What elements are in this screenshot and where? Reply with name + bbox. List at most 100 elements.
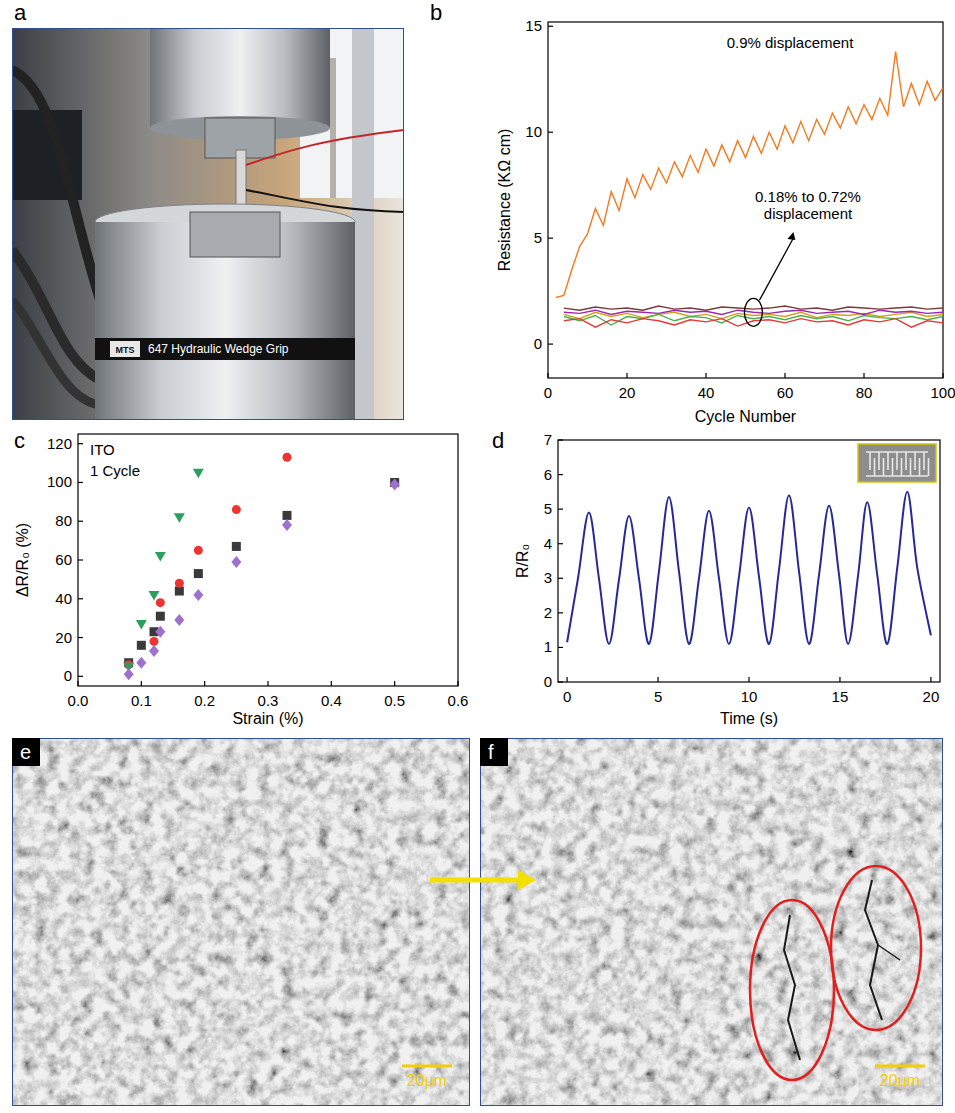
x-tick: [204, 681, 205, 686]
inset-electrode: [866, 452, 929, 476]
callout-arrow: [759, 238, 793, 300]
scatter-point: [136, 620, 147, 630]
scale-bar: [402, 1065, 452, 1068]
y-tick-label: 5: [544, 500, 552, 517]
x-tick: [626, 373, 627, 378]
scatter-point: [175, 579, 184, 588]
y-axis-title: R/R₀: [514, 544, 531, 578]
scatter-point: [137, 641, 146, 650]
y-tick: [78, 676, 83, 677]
x-tick: [267, 681, 268, 686]
scatter-point: [283, 453, 292, 462]
highlight-ellipse: [831, 866, 921, 1030]
x-tick-label: 60: [777, 384, 794, 401]
y-tick: [558, 509, 563, 510]
annotation: 0.18% to 0.72%displacement: [755, 188, 861, 222]
y-tick-label: 5: [534, 229, 542, 246]
y-tick-label: 60: [55, 551, 72, 568]
annotation: ITO: [90, 441, 115, 458]
y-tick-label: 0: [534, 335, 542, 352]
annotation: 0.9% displacement: [727, 34, 855, 51]
scatter-point: [194, 546, 203, 555]
scatter-point: [194, 569, 203, 578]
plot-frame: [78, 434, 458, 686]
y-tick-label: 4: [544, 535, 552, 552]
x-tick-label: 0.3: [258, 692, 279, 709]
y-axis-title: Resistance (KΩ cm): [496, 129, 513, 272]
photo-a: MTS647 Hydraulic Wedge Grip: [12, 28, 404, 420]
y-axis-title: ΔR/R₀ (%): [14, 523, 31, 597]
lower-jaw: [190, 212, 280, 257]
y-tick: [558, 474, 563, 475]
y-tick-label: 20: [55, 629, 72, 646]
scale-bar-label: 20μm: [880, 1072, 920, 1089]
y-tick: [78, 637, 83, 638]
y-tick-label: 10: [525, 123, 542, 140]
axes: 0.00.10.20.30.40.50.6020406080100120: [47, 434, 468, 709]
y-tick-label: 7: [544, 431, 552, 448]
y-tick-label: 1: [544, 638, 552, 655]
letter-box: [12, 738, 40, 766]
scatter-point: [150, 637, 159, 646]
x-tick: [657, 677, 658, 682]
x-tick: [839, 677, 840, 682]
series-line: [564, 314, 943, 325]
series-line: [567, 492, 931, 644]
scatter-point: [231, 556, 241, 568]
x-tick: [705, 373, 706, 378]
plot-frame: [558, 440, 940, 682]
chart-1: 0.00.10.20.30.40.50.6020406080100120Stra…: [14, 434, 468, 727]
x-tick-label: 40: [698, 384, 715, 401]
y-tick: [548, 26, 553, 27]
annotation: 1 Cycle: [90, 462, 140, 479]
sem-border: [13, 739, 470, 1106]
series-line: [564, 306, 943, 310]
x-tick-label: 100: [930, 384, 955, 401]
scatter-point: [155, 552, 166, 562]
scatter-point: [156, 612, 165, 621]
y-tick-label: 100: [47, 473, 72, 490]
x-tick-label: 0.4: [321, 692, 342, 709]
axes: 0510152001234567: [544, 431, 940, 705]
series-line: [556, 52, 943, 298]
inset-image: [858, 444, 936, 482]
scatter-point: [390, 478, 400, 490]
scatter-point: [149, 645, 159, 657]
x-tick: [863, 373, 864, 378]
scatter-point: [174, 614, 184, 626]
photo-border: [13, 29, 404, 420]
sem-base: [12, 738, 470, 1106]
chart-0: 020406080100051015Cycle NumberResistance…: [496, 17, 955, 425]
callout-arrowhead: [787, 232, 795, 240]
sem-border: [481, 739, 943, 1106]
scatter-point: [124, 668, 134, 680]
upper-grip: [150, 28, 330, 128]
sem-texture: [12, 738, 470, 1106]
y-tick-label: 2: [544, 604, 552, 621]
panel-letter: d: [492, 428, 504, 453]
scale-bar-label: 20μm: [407, 1072, 447, 1089]
y-tick-label: 15: [525, 17, 542, 34]
series-line: [564, 310, 943, 314]
x-tick: [141, 681, 142, 686]
y-tick: [78, 521, 83, 522]
y-tick-label: 80: [55, 512, 72, 529]
highlight-ellipse: [750, 900, 834, 1080]
photo-label: MTS: [116, 345, 135, 355]
y-tick: [558, 543, 563, 544]
panel-letter: a: [14, 0, 27, 25]
x-tick-label: 0.0: [68, 692, 89, 709]
letter-box: [480, 738, 508, 766]
x-tick-label: 10: [741, 688, 758, 705]
y-tick: [558, 647, 563, 648]
sem-texture: [480, 738, 943, 1106]
plot-data: [123, 453, 400, 681]
x-axis-title: Strain (%): [232, 710, 303, 727]
sem-image: [480, 738, 943, 1106]
x-tick: [566, 677, 567, 682]
callout-ellipse: [744, 298, 762, 326]
x-tick-label: 0: [544, 384, 552, 401]
y-tick: [548, 343, 553, 344]
figure: MTS647 Hydraulic Wedge Gripabcd020406080…: [0, 0, 955, 1113]
x-tick-label: 0: [563, 688, 571, 705]
